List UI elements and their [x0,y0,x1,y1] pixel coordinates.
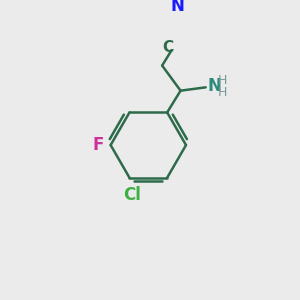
Text: F: F [93,136,104,154]
Text: H: H [218,74,227,87]
Text: H: H [218,86,227,99]
Text: C: C [162,40,174,55]
Text: N: N [170,0,184,15]
Text: N: N [207,76,221,94]
Text: Cl: Cl [123,186,141,204]
